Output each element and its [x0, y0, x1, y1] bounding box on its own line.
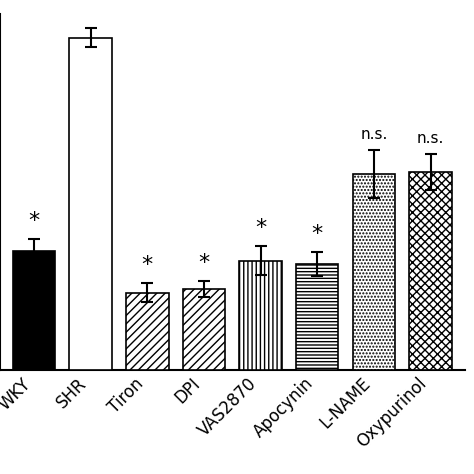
- Text: *: *: [142, 255, 153, 275]
- Bar: [353, 174, 395, 370]
- Text: n.s.: n.s.: [417, 131, 444, 146]
- Text: *: *: [255, 218, 266, 238]
- Text: *: *: [311, 224, 323, 244]
- Text: *: *: [198, 253, 210, 273]
- Bar: [296, 264, 338, 370]
- Bar: [182, 289, 225, 370]
- Bar: [13, 251, 55, 370]
- Bar: [69, 38, 112, 370]
- Text: *: *: [28, 211, 40, 231]
- Bar: [239, 261, 282, 370]
- Bar: [409, 172, 452, 370]
- Text: n.s.: n.s.: [360, 127, 388, 142]
- Bar: [126, 292, 169, 370]
